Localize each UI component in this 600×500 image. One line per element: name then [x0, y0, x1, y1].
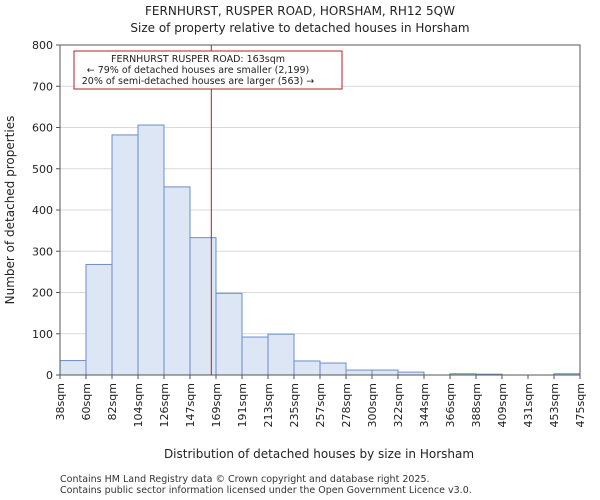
x-axis-label: Distribution of detached houses by size … [164, 447, 474, 461]
x-tick-label: 278sqm [340, 383, 353, 427]
x-tick-label: 475sqm [574, 383, 587, 427]
x-tick-label: 453sqm [548, 383, 561, 427]
bar [189, 237, 217, 376]
y-tick-label: 400 [32, 204, 53, 217]
bar [293, 360, 321, 376]
x-tick-label: 257sqm [314, 383, 327, 427]
bar [59, 360, 87, 376]
annotation-box [73, 50, 343, 90]
chart-title: FERNHURST, RUSPER ROAD, HORSHAM, RH12 5Q… [145, 4, 455, 18]
x-axis: 38sqm 60sqm 82sqm 104sqm 126sqm 147sqm 169sqm 1… [54, 375, 587, 427]
x-tick-label: 388sqm [470, 383, 483, 427]
y-tick-label: 0 [46, 369, 53, 382]
bar [319, 362, 347, 376]
x-tick-label: 169sqm [210, 383, 223, 427]
bar [85, 263, 113, 376]
bar [371, 369, 399, 376]
chart-subtitle: Size of property relative to detached ho… [130, 21, 469, 35]
bar [241, 336, 269, 376]
x-tick-label: 147sqm [184, 383, 197, 427]
annotation-line-3: 20% of semi-detached houses are larger (… [82, 76, 315, 87]
x-tick-label: 60sqm [80, 383, 93, 420]
x-tick-label: 366sqm [444, 383, 457, 427]
annotation-line-1: FERNHURST RUSPER ROAD: 163sqm [111, 54, 285, 65]
y-tick-label: 100 [32, 328, 53, 341]
y-tick-label: 300 [32, 245, 53, 258]
y-tick-label: 600 [32, 122, 53, 135]
x-tick-label: 126sqm [158, 383, 171, 427]
footer-copyright: Contains HM Land Registry data © Crown c… [60, 474, 430, 485]
bar [137, 124, 165, 376]
x-tick-label: 213sqm [262, 383, 275, 427]
x-tick-label: 431sqm [522, 383, 535, 427]
x-tick-label: 104sqm [132, 383, 145, 427]
bar [267, 333, 295, 376]
bar [215, 292, 243, 376]
bars [59, 124, 581, 376]
x-tick-label: 300sqm [366, 383, 379, 427]
bar [345, 369, 373, 376]
x-tick-label: 409sqm [496, 383, 509, 427]
footer-licence: Contains public sector information licen… [60, 485, 472, 496]
x-tick-label: 38sqm [54, 383, 67, 420]
bar [111, 134, 139, 376]
y-axis-label: Number of detached properties [3, 116, 17, 305]
x-tick-label: 344sqm [418, 383, 431, 427]
y-tick-label: 500 [32, 163, 53, 176]
y-tick-label: 700 [32, 80, 53, 93]
x-tick-label: 191sqm [236, 383, 249, 427]
x-tick-label: 82sqm [106, 383, 119, 420]
y-tick-label: 800 [32, 39, 53, 52]
y-axis: 0 100 200 300 400 500 600 700 800 [32, 39, 60, 382]
x-tick-label: 235sqm [288, 383, 301, 427]
annotation-line-2: ← 79% of detached houses are smaller (2,… [87, 65, 310, 76]
y-tick-label: 200 [32, 287, 53, 300]
bar [163, 186, 191, 376]
x-tick-label: 322sqm [392, 383, 405, 427]
